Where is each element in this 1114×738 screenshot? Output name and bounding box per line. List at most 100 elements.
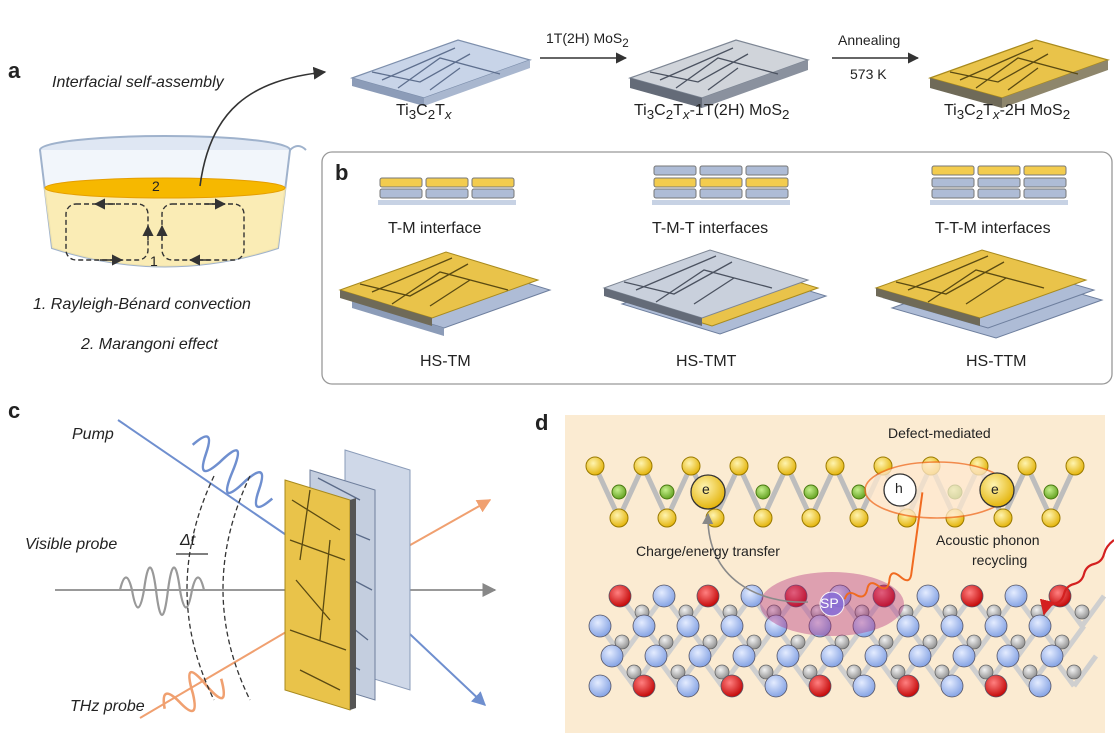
interface-label-tm: T-M interface (388, 220, 482, 237)
mxene-atom (600, 644, 624, 668)
molybdenum-atom (851, 484, 867, 500)
hs-tm-sheet (338, 251, 552, 336)
sulfur-atom (993, 508, 1013, 528)
mxene-atom (1004, 584, 1028, 608)
structure-label-hs-tm: HS-TM (420, 353, 471, 370)
carbon-atom (878, 634, 894, 650)
carbon-atom (890, 664, 906, 680)
sheet-mxene (350, 39, 532, 106)
carbon-atom (758, 664, 774, 680)
interface-label-ttm: T-T-M interfaces (935, 220, 1051, 237)
carbon-atom (746, 634, 762, 650)
mxene-atom (732, 644, 756, 668)
sulfur-atom (585, 456, 605, 476)
interface-label-tmt: T-M-T interfaces (652, 220, 769, 237)
hs-tmt-sheet (602, 249, 828, 335)
carbon-atom (1054, 634, 1070, 650)
carbon-atom (790, 634, 806, 650)
mxene-atom (696, 584, 720, 608)
panel-label-d: d (535, 410, 549, 435)
carbon-atom (802, 664, 818, 680)
label-electron-1: e (702, 481, 710, 497)
mxene-atom (996, 644, 1020, 668)
mxene-atom (740, 584, 764, 608)
arrow-label-annealing: Annealing (838, 32, 901, 48)
electron-1 (690, 474, 726, 510)
label-pump: Pump (72, 426, 114, 443)
interface-stack-ttm (930, 165, 1068, 205)
label-acoustic: Acoustic phonon (936, 532, 1040, 548)
molybdenum-atom (755, 484, 771, 500)
sulfur-atom (753, 508, 773, 528)
mxene-atom (676, 674, 700, 698)
carbon-atom (714, 664, 730, 680)
sulfur-atom (681, 456, 701, 476)
visible-pulse (118, 566, 206, 616)
panel-label-b: b (335, 160, 349, 185)
mxene-atom (808, 674, 832, 698)
mxene-atom (952, 644, 976, 668)
mxene-atom (852, 614, 876, 638)
pump-pulse (191, 435, 274, 509)
panel-label-a: a (8, 58, 21, 83)
beaker-label-2: 2 (152, 178, 160, 194)
molybdenum-atom (611, 484, 627, 500)
product-label-mxene-2h-mos2: Ti3C2Tx-2H MoS2 (944, 102, 1071, 123)
sulfur-atom (729, 456, 749, 476)
carbon-atom (1066, 664, 1082, 680)
carbon-atom (626, 664, 642, 680)
mxene-atom (776, 644, 800, 668)
mxene-atom (808, 614, 832, 638)
mxene-atom (960, 584, 984, 608)
sp-atom (819, 591, 845, 617)
mxene-atom (632, 614, 656, 638)
phonon-wave (843, 492, 924, 600)
panel-label-c: c (8, 398, 21, 423)
mxene-atom (940, 674, 964, 698)
mxene-atom (1040, 644, 1064, 668)
sulfur-atom (1065, 456, 1085, 476)
label-sp: SP (820, 595, 839, 611)
structure-label-hs-tmt: HS-TMT (676, 353, 737, 370)
mxene-atom (720, 674, 744, 698)
mxene-atom (984, 674, 1008, 698)
beaker-label-1: 1 (150, 253, 158, 269)
wavefront-1 (186, 475, 215, 701)
arrow-label-temperature: 573 K (850, 66, 887, 82)
label-visible-probe: Visible probe (25, 536, 118, 553)
carbon-atom (966, 634, 982, 650)
assembly-title: Interfacial self-assembly (52, 74, 224, 91)
mxene-atom (916, 584, 940, 608)
sulfur-atom (657, 508, 677, 528)
carbon-atom (1074, 604, 1090, 620)
mxene-atom (940, 614, 964, 638)
beaker (39, 135, 307, 268)
sulfur-atom (1017, 456, 1037, 476)
mxene-atom (764, 674, 788, 698)
mxene-atom (820, 644, 844, 668)
mxene-atom (896, 674, 920, 698)
wavefront-2 (222, 475, 251, 701)
hole (883, 473, 917, 507)
mxene-atom (644, 644, 668, 668)
sample-plates (284, 449, 411, 711)
mxene-atom (896, 614, 920, 638)
mxene-atom (720, 614, 744, 638)
label-delay: Δt (180, 532, 196, 549)
mxene-atom (588, 674, 612, 698)
label-defect-mediated: Defect-mediated (888, 425, 991, 441)
thz-out-arrow (404, 499, 492, 549)
sulfur-atom (633, 456, 653, 476)
label-thz-probe: THz probe (70, 698, 145, 715)
carbon-atom (702, 634, 718, 650)
carbon-atom (658, 634, 674, 650)
carbon-atom (1022, 664, 1038, 680)
mxene-atom (864, 644, 888, 668)
thz-pulse (162, 671, 226, 713)
arrow-label-mos2: 1T(2H) MoS2 (546, 30, 629, 50)
sheet-mxene-2h-mos2 (928, 39, 1110, 108)
mxene-atom (688, 644, 712, 668)
sulfur-atom (1041, 508, 1061, 528)
carbon-atom (1010, 634, 1026, 650)
